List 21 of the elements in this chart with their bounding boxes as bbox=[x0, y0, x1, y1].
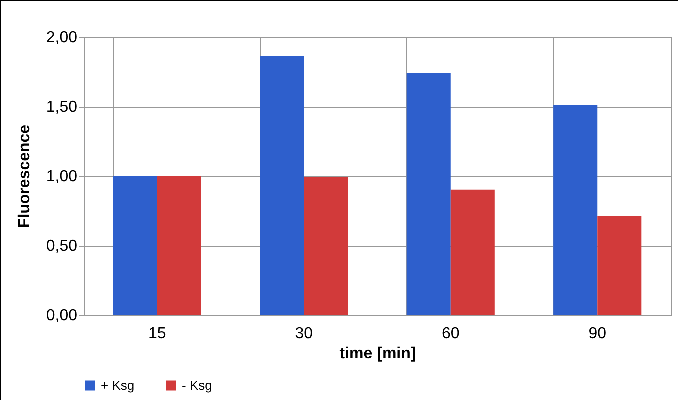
x-axis-title: time [min] bbox=[340, 346, 416, 362]
y-tick-label: 1,00 bbox=[46, 168, 78, 186]
y-tick-label: 0,50 bbox=[46, 238, 78, 255]
x-tick-label: 60 bbox=[442, 326, 460, 342]
bar bbox=[406, 73, 451, 315]
bar bbox=[157, 176, 202, 315]
legend-label: + Ksg bbox=[101, 378, 135, 393]
x-tick-label: 30 bbox=[295, 326, 314, 342]
y-tick-label: 2,00 bbox=[46, 30, 78, 46]
bar bbox=[598, 216, 642, 315]
legend-label: - Ksg bbox=[182, 378, 212, 393]
y-axis-title: Fluorescence bbox=[16, 124, 34, 228]
bar bbox=[450, 190, 495, 315]
bar bbox=[113, 176, 158, 315]
bar bbox=[304, 177, 348, 315]
bar bbox=[554, 105, 598, 315]
y-tick-label: 1,50 bbox=[46, 99, 78, 116]
x-tick-label: 90 bbox=[588, 326, 607, 342]
bar bbox=[260, 56, 304, 315]
x-tick-label: 15 bbox=[148, 326, 166, 342]
y-tick-label: 0,00 bbox=[46, 308, 78, 324]
